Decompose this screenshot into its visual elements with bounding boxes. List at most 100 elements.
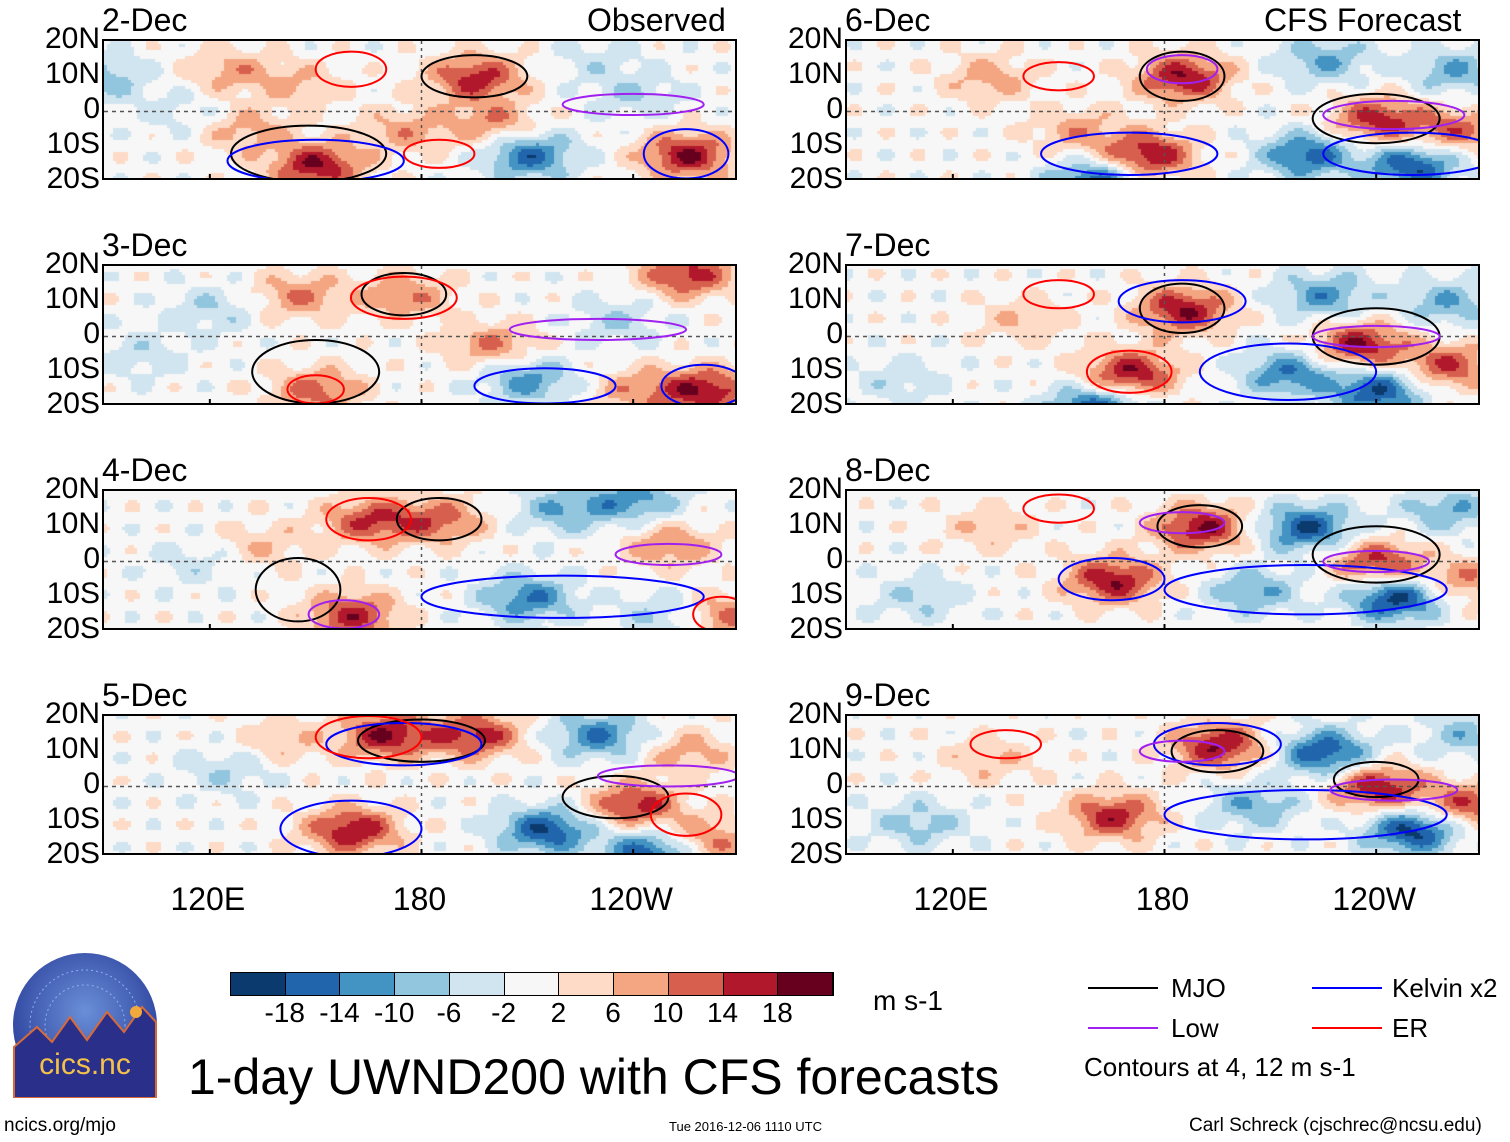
- contour-kelvin: [279, 799, 423, 853]
- contour-er: [314, 716, 423, 760]
- lat-tick-label: 0: [83, 317, 100, 350]
- colorbar-label: -2: [491, 997, 517, 1028]
- lat-tick-label: 10S: [789, 802, 843, 835]
- contour-low: [307, 599, 381, 628]
- legend-label-er: ER: [1392, 1013, 1429, 1043]
- lat-tick-label: 20N: [44, 472, 100, 505]
- contour-low: [1311, 324, 1441, 349]
- colorbar-swatch: [449, 973, 505, 995]
- anomaly-field: [104, 491, 735, 628]
- contour-mjo: [230, 124, 388, 178]
- panel-title: 8-Dec: [845, 452, 931, 488]
- lat-tick-label: 20N: [787, 472, 843, 505]
- lat-tick-label: 10S: [789, 127, 843, 160]
- lat-tick-label: 10S: [46, 577, 100, 610]
- contour-mjo: [251, 339, 381, 403]
- colorbar-label: 6: [605, 997, 621, 1028]
- contour-kelvin: [1117, 279, 1247, 324]
- lat-tick-label: 20S: [46, 837, 100, 870]
- contour-kelvin: [226, 138, 405, 178]
- colorbar: [230, 972, 834, 996]
- lat-tick-label: 10N: [787, 282, 843, 315]
- contour-mjo: [1311, 525, 1441, 584]
- lat-tick-label: 20N: [787, 22, 843, 55]
- contour-mjo: [420, 54, 529, 99]
- lat-tick-label: 10S: [46, 802, 100, 835]
- colorbar-label: 14: [706, 997, 739, 1028]
- column-header-observed: Observed: [587, 2, 726, 38]
- contour-mjo: [360, 272, 448, 317]
- contour-low: [614, 542, 723, 567]
- panel-title: 2-Dec: [102, 2, 188, 38]
- chart-title: 1-day UWND200 with CFS forecasts: [188, 1049, 1000, 1105]
- contour-low: [1322, 549, 1431, 574]
- legend-label-low: Low: [1171, 1013, 1219, 1043]
- lat-tick-label: 20N: [44, 697, 100, 730]
- contour-er: [1085, 349, 1173, 394]
- anomaly-field: [847, 41, 1478, 178]
- lat-tick-label: 10N: [787, 507, 843, 540]
- contour-mjo: [1170, 729, 1265, 774]
- lat-tick-label: 20N: [787, 247, 843, 280]
- contour-low: [596, 764, 735, 788]
- lat-tick-label: 20S: [789, 612, 843, 645]
- colorbar-swatch: [285, 973, 341, 995]
- lon-tick-label: 120W: [1332, 881, 1416, 917]
- lat-tick-label: 0: [83, 767, 100, 800]
- contour-er: [349, 275, 458, 320]
- anomaly-field: [104, 266, 735, 403]
- colorbar-label: 18: [761, 997, 793, 1028]
- colorbar-label: -10: [373, 997, 415, 1028]
- footer-url[interactable]: ncics.org/mjo: [4, 1115, 116, 1136]
- panel-title: 6-Dec: [845, 2, 931, 38]
- colorbar-swatch: [723, 973, 779, 995]
- legend-line-er: [1312, 1027, 1382, 1029]
- contour-low: [508, 317, 688, 342]
- contour-er: [314, 50, 388, 88]
- footer-timestamp: Tue 2016-12-06 1110 UTC: [669, 1119, 822, 1134]
- contour-kelvin: [1198, 342, 1378, 401]
- contour-mjo: [254, 556, 342, 623]
- lat-tick-label: 0: [83, 542, 100, 575]
- legend-label-mjo: MJO: [1171, 973, 1226, 1003]
- lon-tick-label: 180: [1135, 881, 1190, 917]
- map-panel: [102, 264, 737, 405]
- lat-tick-label: 20S: [46, 612, 100, 645]
- lat-tick-label: 0: [826, 317, 843, 350]
- lat-tick-label: 20N: [787, 697, 843, 730]
- panel-title: 3-Dec: [102, 227, 188, 263]
- map-panel: [102, 489, 737, 630]
- panel-title: 9-Dec: [845, 677, 931, 713]
- contour-layer: [104, 491, 735, 628]
- contour-layer: [847, 266, 1478, 403]
- contour-kelvin: [1163, 789, 1448, 841]
- lat-tick-label: 10N: [44, 732, 100, 765]
- contour-mjo: [1311, 92, 1441, 145]
- map-panel: [845, 39, 1480, 180]
- contour-note: Contours at 4, 12 m s-1: [1084, 1052, 1356, 1082]
- contour-kelvin: [1040, 131, 1219, 176]
- contour-low: [561, 92, 705, 117]
- contour-layer: [104, 716, 735, 853]
- contour-layer: [847, 716, 1478, 853]
- anomaly-field: [104, 41, 735, 178]
- contour-er: [692, 595, 735, 628]
- footer-author: Carl Schreck (cjschrec@ncsu.edu): [1189, 1115, 1482, 1136]
- lon-tick-label: 120E: [913, 881, 989, 917]
- contour-er: [969, 729, 1043, 760]
- contour-er: [1022, 493, 1095, 524]
- legend-label-kelvin: Kelvin x2: [1392, 973, 1498, 1003]
- units-label: m s-1: [873, 985, 943, 1016]
- lon-tick-label: 120E: [170, 881, 246, 917]
- contour-low: [1145, 54, 1219, 85]
- contour-mjo: [357, 718, 486, 763]
- lat-tick-label: 20N: [44, 22, 100, 55]
- logo-text: cics.nc: [39, 1048, 131, 1081]
- contour-er: [649, 792, 723, 837]
- contour-layer: [104, 266, 735, 403]
- colorbar-label: 10: [652, 997, 684, 1028]
- panel-title: 4-Dec: [102, 452, 188, 488]
- contour-kelvin: [660, 363, 735, 403]
- contour-mjo: [1138, 50, 1226, 102]
